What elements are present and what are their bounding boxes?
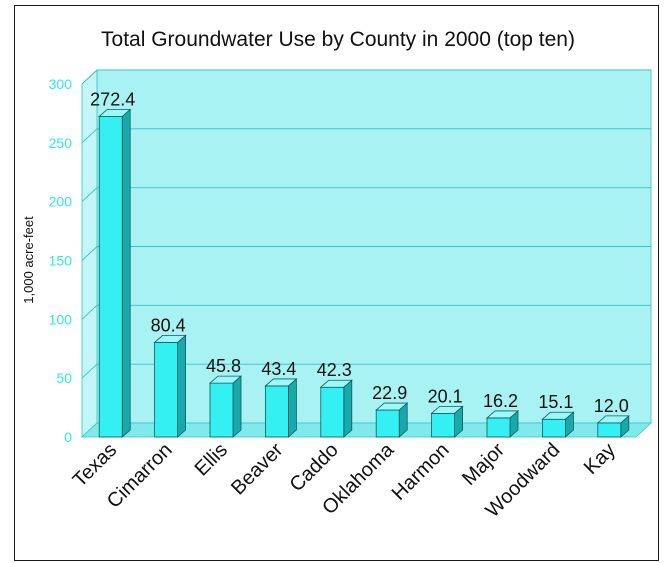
gridline — [81, 69, 651, 85]
y-tick-label: 150 — [49, 253, 73, 269]
data-label: 22.9 — [372, 383, 407, 403]
y-axis-label: 1,000 acre-feet — [21, 216, 36, 304]
bar — [542, 418, 566, 438]
bar-top — [596, 415, 630, 424]
bar — [431, 412, 456, 438]
x-tick-label: Beaver — [227, 439, 288, 500]
bar-top — [208, 375, 243, 384]
data-label: 12.0 — [594, 396, 629, 416]
y-tick-label: 100 — [49, 311, 73, 327]
x-tick-label: Major — [458, 439, 509, 490]
y-tick-label: 300 — [49, 76, 73, 92]
bar — [597, 422, 622, 438]
data-label: 15.1 — [538, 392, 573, 412]
bar — [375, 409, 400, 438]
gridline — [81, 304, 651, 320]
gridline — [81, 363, 651, 379]
bar-top — [541, 411, 575, 420]
data-label: 43.4 — [261, 359, 296, 379]
bar-side — [287, 378, 297, 438]
bars — [98, 108, 630, 438]
data-label: 45.8 — [206, 356, 241, 376]
data-label: 42.3 — [317, 360, 352, 380]
gridline — [81, 187, 651, 202]
y-tick-label: 200 — [49, 194, 73, 210]
bar-top — [485, 410, 520, 419]
bar-top — [319, 379, 353, 388]
bar-side — [177, 334, 187, 438]
data-label: 16.2 — [483, 391, 518, 411]
y-tick-label: 50 — [56, 370, 72, 386]
chart-title: Total Groundwater Use by County in 2000 … — [101, 28, 575, 51]
bar-top — [375, 402, 409, 411]
bar-side — [121, 108, 131, 438]
bar-top — [430, 405, 464, 414]
x-tick-label: Harmon — [388, 439, 454, 505]
y-tick-label: 0 — [64, 429, 72, 445]
gridline — [81, 128, 651, 144]
data-label: 272.4 — [90, 89, 135, 109]
y-tick-label: 250 — [49, 135, 73, 151]
bar-side — [232, 375, 242, 438]
bar-top — [153, 334, 187, 343]
data-label: 80.4 — [151, 315, 186, 335]
bar — [209, 382, 234, 438]
bar — [486, 417, 511, 438]
bar — [320, 386, 345, 438]
x-tick-label: Texas — [69, 439, 122, 492]
bar-side — [343, 379, 353, 438]
bar-top — [264, 378, 298, 387]
data-label: 20.1 — [428, 386, 463, 406]
bar-top — [98, 109, 132, 117]
bar — [264, 385, 289, 438]
bar — [98, 116, 123, 438]
bar — [154, 341, 179, 438]
gridline — [81, 246, 651, 261]
x-tick-label: Kay — [580, 439, 620, 479]
x-tick-label: Ellis — [191, 439, 232, 480]
